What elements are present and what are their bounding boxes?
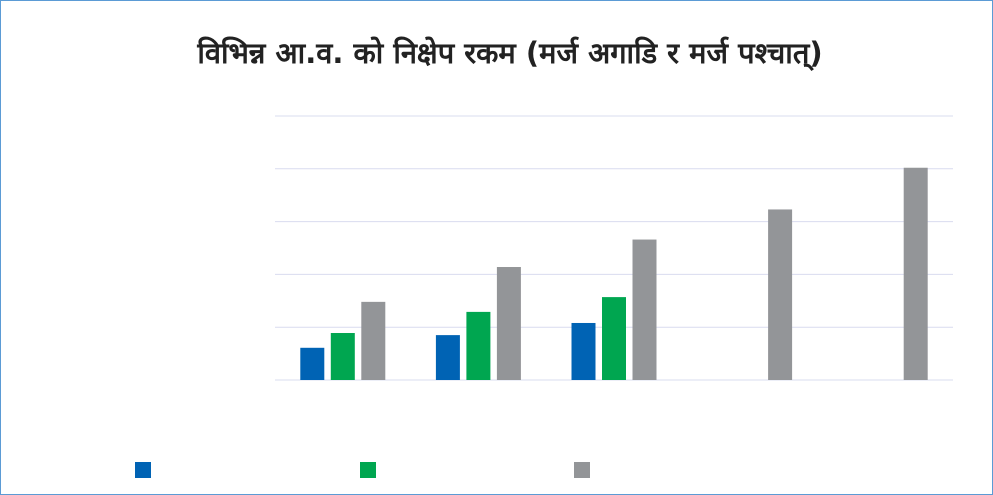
bar: [571, 322, 596, 380]
bar: [330, 333, 355, 380]
bar: [300, 347, 325, 380]
bar: [361, 301, 386, 380]
bar: [496, 267, 521, 380]
bar: [602, 297, 626, 380]
bar: [903, 167, 928, 380]
bar: [632, 239, 657, 380]
bar: [466, 311, 491, 380]
bar: [435, 335, 460, 380]
legend-swatch: [574, 462, 590, 478]
legend-swatch: [135, 462, 151, 478]
legend-swatch: [360, 462, 376, 478]
bar: [768, 209, 793, 380]
chart-title: विभिन्न आ.व. को निक्षेप रकम (मर्ज अगाडि …: [196, 36, 822, 71]
